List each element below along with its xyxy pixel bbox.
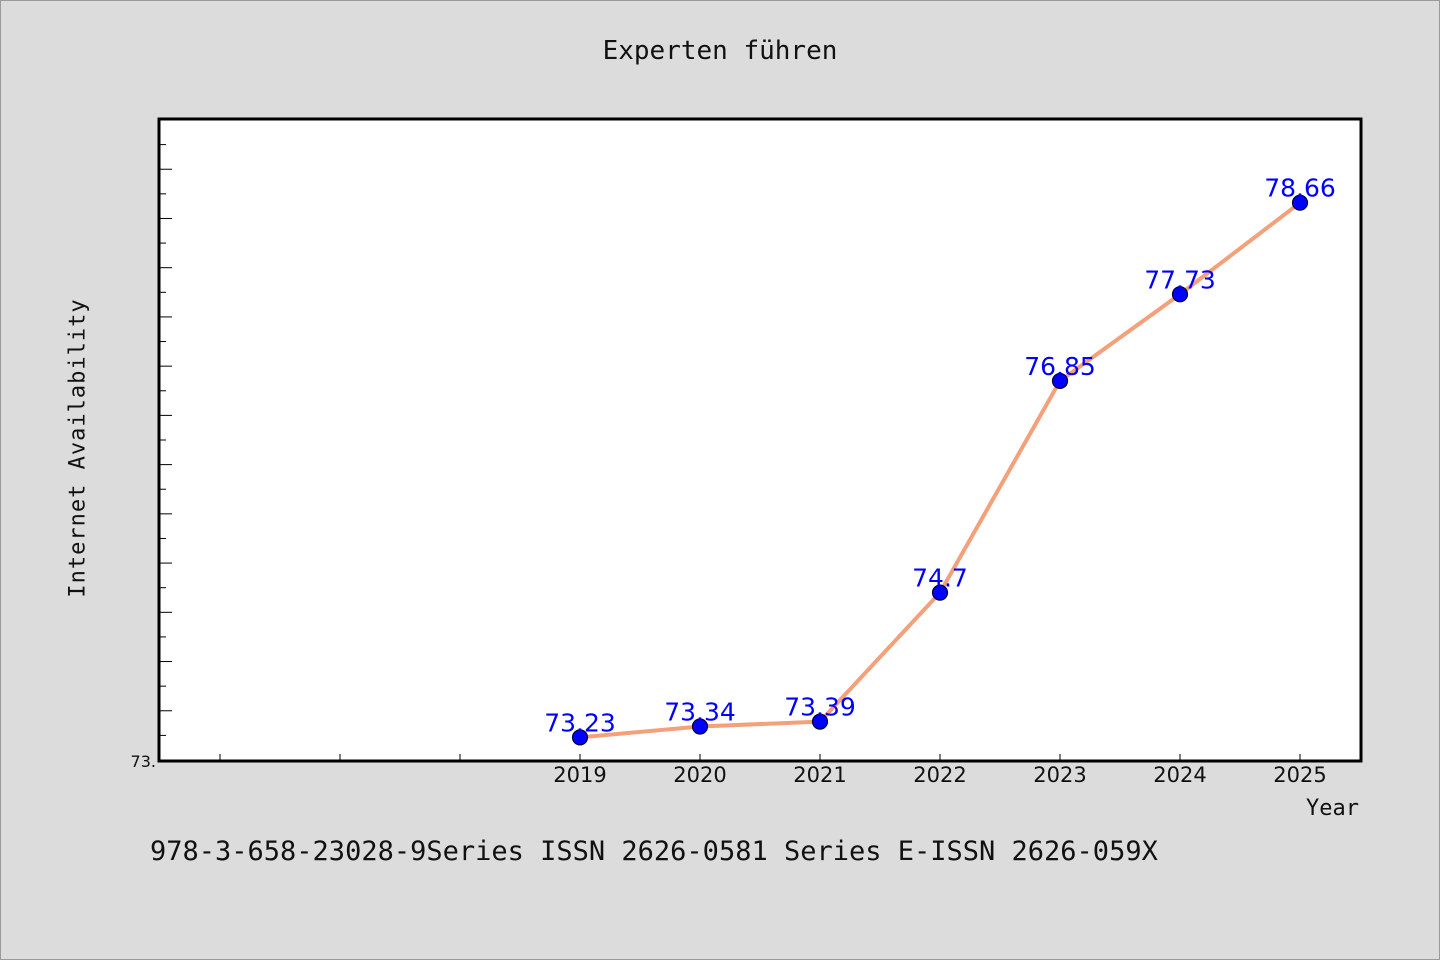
footer-text: 978-3-658-23028-9Series ISSN 2626-0581 S…	[150, 836, 1158, 867]
data-label: 74.7	[912, 564, 968, 593]
data-point	[931, 584, 949, 601]
data-label: 73.34	[664, 698, 736, 727]
data-point	[1291, 194, 1309, 211]
x-tick-label: 2019	[553, 763, 606, 787]
x-tick-label: 2021	[793, 763, 846, 787]
y-axis-label: Internet Availability	[65, 298, 91, 598]
x-tick-label: 2025	[1273, 763, 1326, 787]
y-tick-label: 73.	[131, 752, 156, 771]
chart-title: Experten führen	[602, 36, 838, 66]
x-tick-label: 2022	[913, 763, 966, 787]
data-point	[1051, 372, 1069, 390]
data-point	[811, 713, 829, 730]
plot-area	[157, 117, 1363, 763]
data-label: 77.73	[1144, 265, 1216, 294]
data-point	[571, 729, 589, 746]
x-tick-label: 2024	[1153, 763, 1206, 787]
x-tick-label: 2023	[1033, 763, 1086, 787]
data-point	[691, 718, 709, 735]
y-axis-ticks	[160, 144, 172, 736]
x-axis-label: Year	[1306, 796, 1359, 821]
series-points-group	[571, 194, 1309, 746]
x-tick-label: 2020	[673, 763, 726, 787]
data-label: 76.85	[1024, 352, 1096, 381]
data-label: 78.66	[1264, 174, 1336, 203]
data-point	[1171, 286, 1189, 303]
data-labels-group: 73.23 73.34 73.39 74.7 76.85 77.73 78.66	[544, 174, 1336, 738]
data-label: 73.39	[784, 693, 856, 722]
x-axis-ticks: 2019 2020 2021 2022 2023 2024 2025	[219, 754, 1327, 787]
data-label: 73.23	[544, 708, 616, 737]
